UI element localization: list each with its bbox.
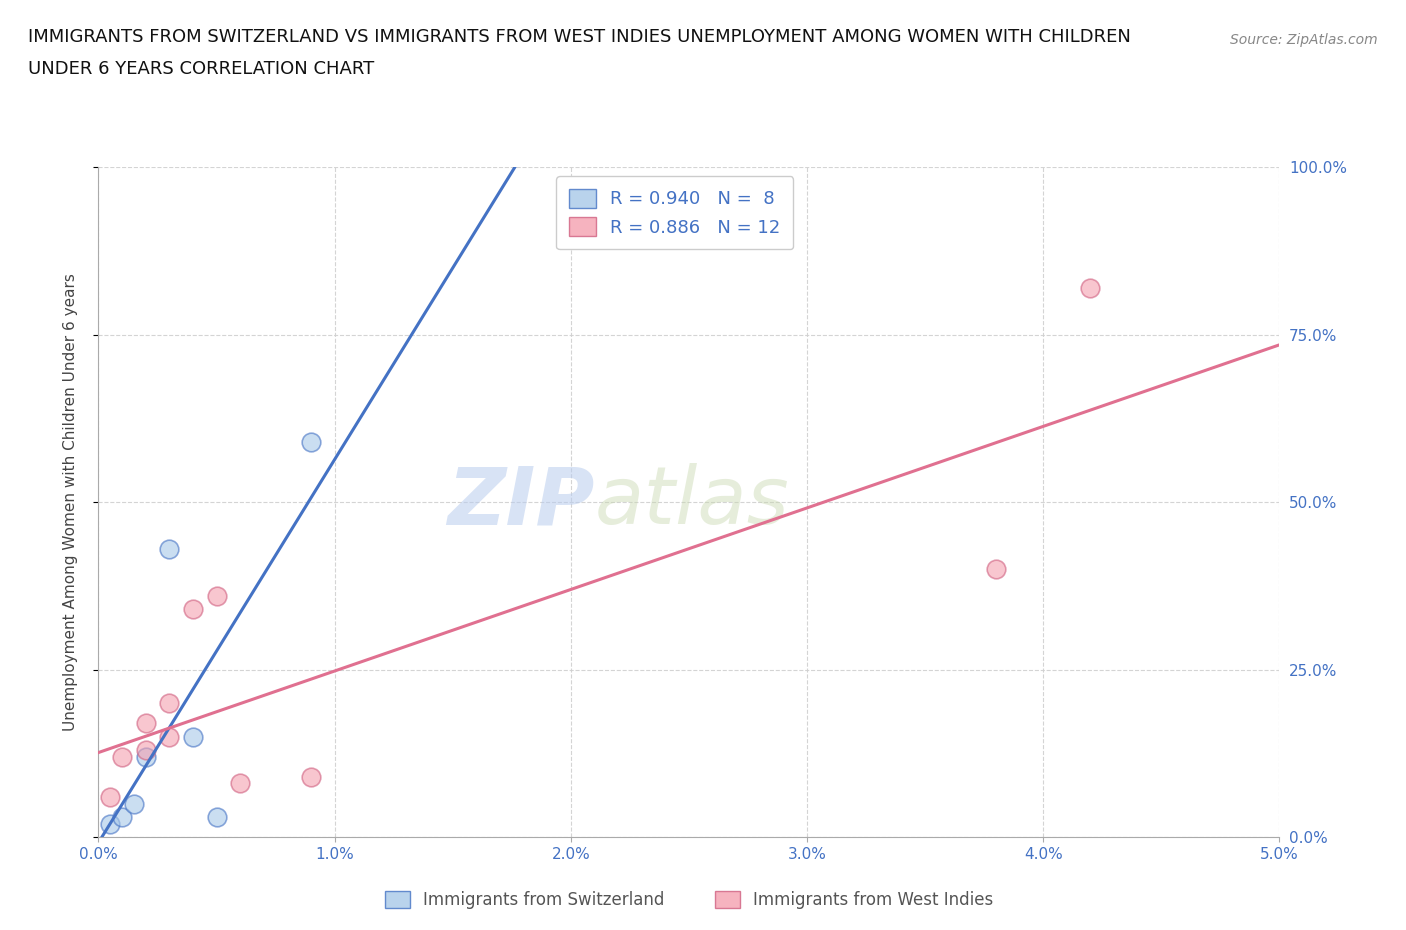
- Point: [135, 742, 157, 757]
- Point: [229, 776, 252, 790]
- Point: [111, 809, 134, 824]
- Text: ZIP: ZIP: [447, 463, 595, 541]
- Point: [157, 729, 180, 744]
- Point: [135, 750, 157, 764]
- Point: [111, 750, 134, 764]
- Point: [205, 809, 228, 824]
- Point: [98, 790, 121, 804]
- Point: [157, 696, 180, 711]
- Point: [98, 817, 121, 831]
- Point: [205, 589, 228, 604]
- Text: UNDER 6 YEARS CORRELATION CHART: UNDER 6 YEARS CORRELATION CHART: [28, 60, 374, 78]
- Point: [181, 602, 204, 617]
- Point: [157, 541, 180, 556]
- Text: atlas: atlas: [595, 463, 789, 541]
- Point: [181, 729, 204, 744]
- Text: Source: ZipAtlas.com: Source: ZipAtlas.com: [1230, 33, 1378, 46]
- Point: [1080, 281, 1102, 296]
- Point: [135, 716, 157, 731]
- Point: [122, 796, 145, 811]
- Point: [299, 434, 322, 449]
- Point: [299, 769, 322, 784]
- Point: [984, 562, 1007, 577]
- Text: IMMIGRANTS FROM SWITZERLAND VS IMMIGRANTS FROM WEST INDIES UNEMPLOYMENT AMONG WO: IMMIGRANTS FROM SWITZERLAND VS IMMIGRANT…: [28, 28, 1130, 46]
- Y-axis label: Unemployment Among Women with Children Under 6 years: Unemployment Among Women with Children U…: [63, 273, 77, 731]
- Legend: Immigrants from Switzerland, Immigrants from West Indies: Immigrants from Switzerland, Immigrants …: [378, 884, 1000, 916]
